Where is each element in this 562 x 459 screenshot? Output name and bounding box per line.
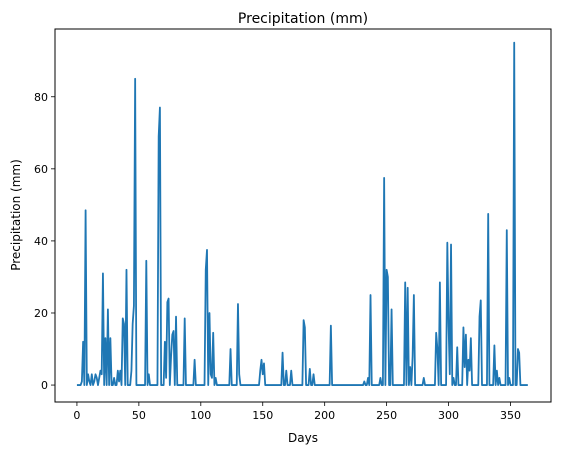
chart-title: Precipitation (mm) (238, 11, 368, 27)
x-tick-label: 350 (500, 409, 521, 422)
y-tick-label: 60 (34, 163, 48, 176)
y-axis-ticks: 0 20 40 60 80 (34, 91, 55, 392)
y-tick-label: 80 (34, 91, 48, 104)
y-tick-label: 0 (41, 379, 48, 392)
x-tick-label: 50 (132, 409, 146, 422)
x-tick-label: 250 (376, 409, 397, 422)
x-tick-label: 300 (438, 409, 459, 422)
series-line-1 (76, 41, 528, 386)
x-axis-ticks: 0 50 100 150 200 250 300 350 (73, 402, 521, 422)
series-layer (76, 41, 528, 386)
x-tick-label: 150 (252, 409, 273, 422)
x-tick-label: 100 (190, 409, 211, 422)
x-tick-label: 0 (73, 409, 80, 422)
y-tick-label: 40 (34, 235, 48, 248)
y-tick-label: 20 (34, 307, 48, 320)
x-axis-label: Days (288, 431, 318, 445)
y-axis-label: Precipitation (mm) (9, 159, 23, 271)
x-tick-label: 200 (314, 409, 335, 422)
